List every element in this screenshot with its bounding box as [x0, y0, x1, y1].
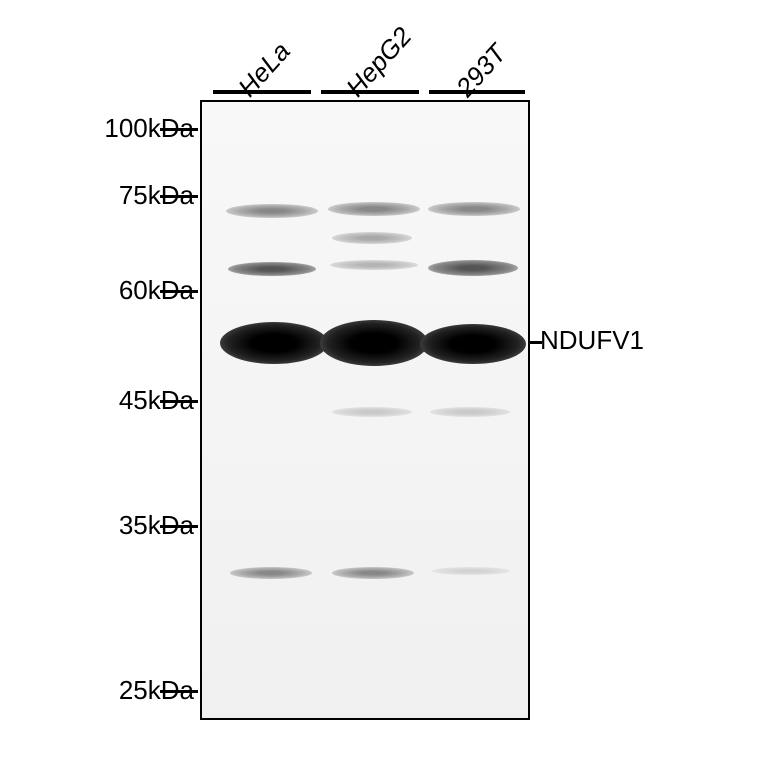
band-62kda-lane3 [428, 260, 518, 276]
ndufv1-band-lane3 [420, 324, 526, 364]
band-62kda-lane1 [228, 262, 316, 276]
target-label: NDUFV1 [540, 325, 644, 356]
band-75kda-lane2 [328, 202, 420, 216]
mw-tick-35 [160, 525, 198, 528]
lane-bar-1 [213, 90, 311, 94]
band-75kda-lane1 [226, 204, 318, 218]
mw-tick-25 [160, 690, 198, 693]
mw-tick-45 [160, 400, 198, 403]
ndufv1-band-lane2 [320, 320, 428, 366]
ndufv1-band-lane1 [220, 322, 328, 364]
band-68kda-lane2 [332, 232, 412, 244]
band-30kda-lane1 [230, 567, 312, 579]
band-30kda-lane2 [332, 567, 414, 579]
mw-tick-100 [160, 128, 198, 131]
mw-tick-60 [160, 290, 198, 293]
mw-tick-75 [160, 195, 198, 198]
western-blot-image [200, 100, 530, 720]
band-43kda-lane3 [430, 407, 510, 417]
lane-bar-3 [429, 90, 525, 94]
band-43kda-lane2 [332, 407, 412, 417]
band-30kda-lane3 [432, 567, 510, 575]
lane-bar-2 [321, 90, 419, 94]
band-75kda-lane3 [428, 202, 520, 216]
band-62kda-lane2 [330, 260, 418, 270]
